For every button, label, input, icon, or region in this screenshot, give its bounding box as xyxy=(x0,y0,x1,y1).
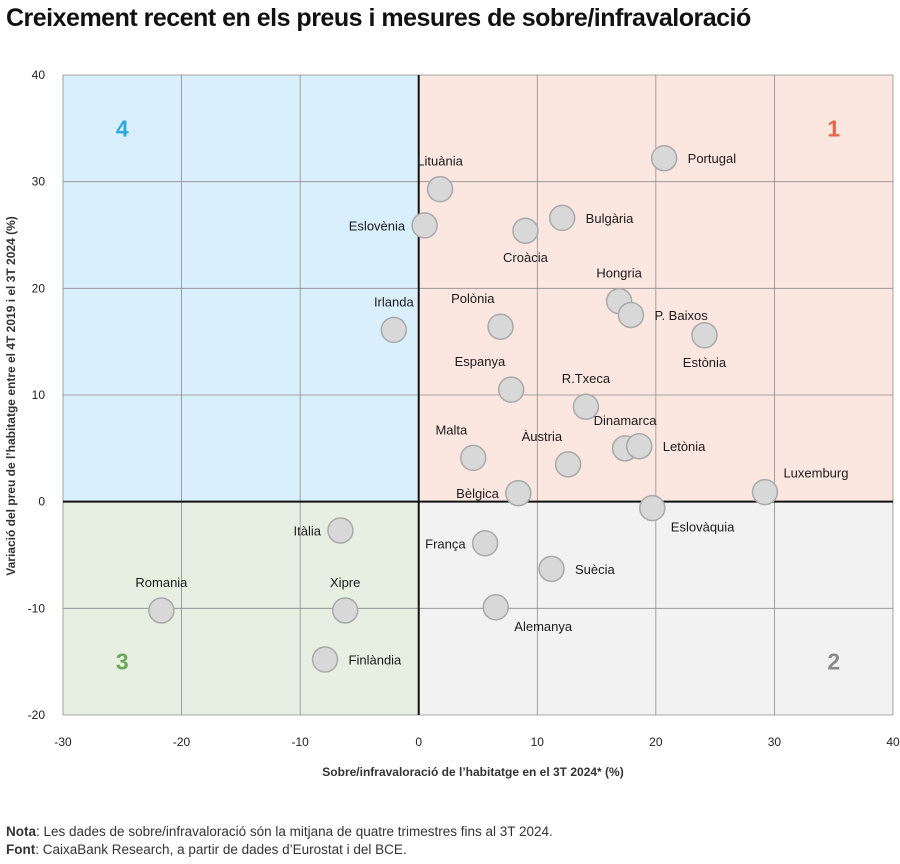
chart-notes: Nota: Les dades de sobre/infravaloració … xyxy=(6,823,553,859)
point-malta xyxy=(460,444,487,472)
y-tick-label: -10 xyxy=(28,601,46,615)
point-label-bulgària: Bulgària xyxy=(586,211,634,226)
point-label-irlanda: Irlanda xyxy=(374,294,415,309)
point-finlàndia xyxy=(311,646,339,673)
source-text: : CaixaBank Research, a partir de dades … xyxy=(35,842,407,857)
point-label-eslovàquia: Eslovàquia xyxy=(671,520,735,535)
point-croàcia xyxy=(512,217,539,244)
point-label-estònia: Estònia xyxy=(683,355,727,370)
source-label: Font xyxy=(6,842,36,857)
x-tick-labels: -30 -20 -10 0 10 20 30 40 xyxy=(54,735,900,749)
point-polònia xyxy=(487,313,514,340)
point-label-finlàndia: Finlàndia xyxy=(349,653,403,668)
point-xipre xyxy=(331,597,359,624)
point-espanya xyxy=(497,376,525,403)
point-alemanya xyxy=(482,594,510,621)
point-àustria xyxy=(554,451,582,478)
point-eslovènia xyxy=(411,212,438,239)
source-line: Font: CaixaBank Research, a partir de da… xyxy=(6,841,553,859)
grid-lines xyxy=(62,74,894,716)
point-label-malta: Malta xyxy=(435,422,468,437)
point-irlanda xyxy=(380,316,408,344)
point-label-xipre: Xipre xyxy=(330,575,360,590)
point-estònia xyxy=(691,322,718,349)
note-label: Nota xyxy=(6,824,36,839)
quadrant-labels: 1 2 3 4 xyxy=(116,115,840,674)
point-bulgària xyxy=(548,204,576,232)
point-label-alemanya: Alemanya xyxy=(514,619,573,634)
point-label-hongria: Hongria xyxy=(596,266,642,281)
x-tick-label: -10 xyxy=(291,735,309,749)
y-tick-label: -20 xyxy=(28,708,46,722)
quadrant-label-3: 3 xyxy=(116,649,129,675)
point-itàlia xyxy=(327,517,354,544)
data-points: Portugal Lituània Eslovènia Bulgària Croàcia… xyxy=(135,144,848,673)
x-tick-label: 20 xyxy=(649,735,663,749)
quadrant-label-1: 1 xyxy=(827,115,840,141)
point-bèlgica xyxy=(505,479,532,507)
point-romania xyxy=(148,597,175,624)
point-label-àustria: Àustria xyxy=(522,429,563,444)
point-label-frança: França xyxy=(425,536,466,551)
point-label-lituània: Lituània xyxy=(417,154,463,169)
point-label-eslovènia: Eslovènia xyxy=(349,218,406,233)
point-label-luxemburg: Luxemburg xyxy=(783,466,848,481)
quadrant-label-2: 2 xyxy=(827,649,840,675)
point-label-itàlia: Itàlia xyxy=(293,523,321,538)
note-line: Nota: Les dades de sobre/infravaloració … xyxy=(6,823,553,841)
point-letònia xyxy=(626,432,653,460)
point-label-polònia: Polònia xyxy=(451,291,495,306)
quadrant-label-4: 4 xyxy=(116,115,129,141)
point-label-romania: Romania xyxy=(135,575,188,590)
point-p-baixos xyxy=(617,301,645,329)
note-text: : Les dades de sobre/infravaloració són … xyxy=(36,824,553,839)
y-tick-label: 10 xyxy=(32,388,46,402)
point-label-letònia: Letònia xyxy=(663,439,706,454)
y-tick-labels: -20 -10 0 10 20 30 40 xyxy=(28,68,46,722)
y-tick-label: 30 xyxy=(32,175,46,189)
axes xyxy=(63,75,893,715)
point-luxemburg xyxy=(751,478,779,506)
point-lituània xyxy=(426,175,454,203)
point-label-portugal: Portugal xyxy=(688,151,737,166)
x-tick-label: 0 xyxy=(415,735,422,749)
point-portugal xyxy=(650,144,678,172)
x-tick-label: -20 xyxy=(173,735,191,749)
point-label-espanya: Espanya xyxy=(455,354,506,369)
y-tick-label: 0 xyxy=(38,495,45,509)
chart-title: Creixement recent en els preus i mesures… xyxy=(6,4,751,32)
point-label-bèlgica: Bèlgica xyxy=(456,486,499,501)
x-tick-label: 10 xyxy=(531,735,545,749)
x-tick-label: 30 xyxy=(768,735,782,749)
point-eslovàquia xyxy=(639,494,666,522)
point-label-croàcia: Croàcia xyxy=(503,250,549,265)
x-tick-label: 40 xyxy=(886,735,900,749)
y-tick-label: 20 xyxy=(32,281,46,295)
x-tick-label: -30 xyxy=(54,735,72,749)
y-tick-label: 40 xyxy=(32,68,46,82)
x-axis-label: Sobre/infravaloració de l’habitatge en e… xyxy=(322,765,623,779)
point-suècia xyxy=(538,555,565,583)
point-label-suècia: Suècia xyxy=(575,562,616,577)
point-label-dinamarca: Dinamarca xyxy=(594,413,658,428)
point-label-p-baixos: P. Baixos xyxy=(654,308,708,323)
point-r-txeca xyxy=(572,393,600,420)
point-frança xyxy=(471,530,499,557)
y-axis-label: Variació del preu de l’habitatge entre e… xyxy=(4,216,18,575)
point-label-r-txeca: R.Txeca xyxy=(562,371,611,386)
